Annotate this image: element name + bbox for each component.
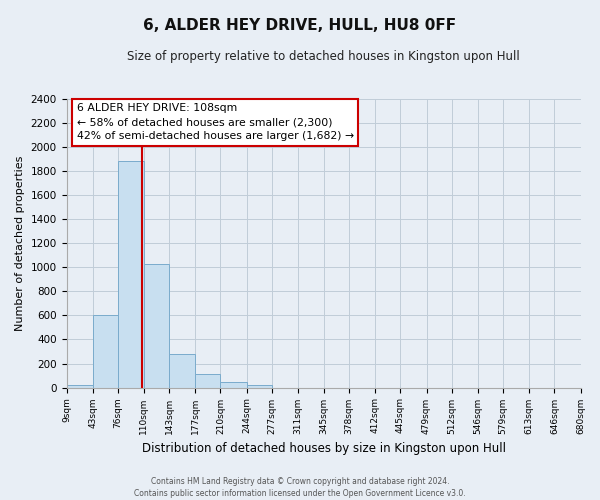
Bar xyxy=(169,354,195,388)
Bar xyxy=(220,382,247,388)
Bar xyxy=(118,162,144,388)
Text: 6 ALDER HEY DRIVE: 108sqm
← 58% of detached houses are smaller (2,300)
42% of se: 6 ALDER HEY DRIVE: 108sqm ← 58% of detac… xyxy=(77,103,354,141)
Y-axis label: Number of detached properties: Number of detached properties xyxy=(15,156,25,331)
Text: Contains HM Land Registry data © Crown copyright and database right 2024.
Contai: Contains HM Land Registry data © Crown c… xyxy=(134,476,466,498)
Title: Size of property relative to detached houses in Kingston upon Hull: Size of property relative to detached ho… xyxy=(127,50,520,63)
X-axis label: Distribution of detached houses by size in Kingston upon Hull: Distribution of detached houses by size … xyxy=(142,442,506,455)
Bar xyxy=(67,385,92,388)
Bar xyxy=(92,316,118,388)
Text: 6, ALDER HEY DRIVE, HULL, HU8 0FF: 6, ALDER HEY DRIVE, HULL, HU8 0FF xyxy=(143,18,457,32)
Bar xyxy=(144,264,169,388)
Bar xyxy=(195,374,220,388)
Bar xyxy=(247,385,272,388)
